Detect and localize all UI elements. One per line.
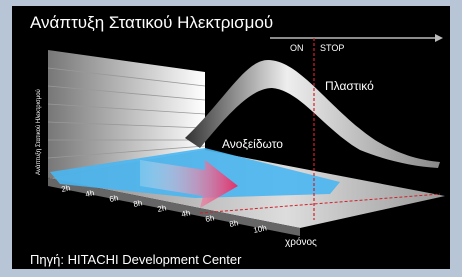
diagram: Ανάπτυξη Στατικού Ηλεκτρισμού ON STOP Αν… (0, 0, 462, 277)
plastic-label: Πλαστικό (325, 79, 374, 93)
y-axis-label: Ανάπτυξη Στατικού Ηλεκτρισμού (35, 89, 42, 175)
stop-label: STOP (320, 43, 344, 53)
x-axis-label: χρόνος (285, 236, 317, 248)
time-tick: 4h (85, 188, 96, 199)
time-tick: 2h (61, 183, 72, 194)
time-tick: 4h (181, 208, 192, 219)
on-label: ON (290, 43, 304, 53)
title: Ανάπτυξη Στατικού Ηλεκτρισμού (30, 13, 273, 32)
source: Πηγή: HITACHI Development Center (30, 252, 242, 267)
time-tick: 6h (109, 193, 120, 204)
time-tick: 2h (157, 203, 168, 214)
time-tick: 8h (229, 218, 240, 229)
time-tick: 8h (133, 198, 144, 209)
stainless-label: Ανοξείδωτο (222, 137, 283, 151)
time-tick: 6h (205, 213, 216, 224)
